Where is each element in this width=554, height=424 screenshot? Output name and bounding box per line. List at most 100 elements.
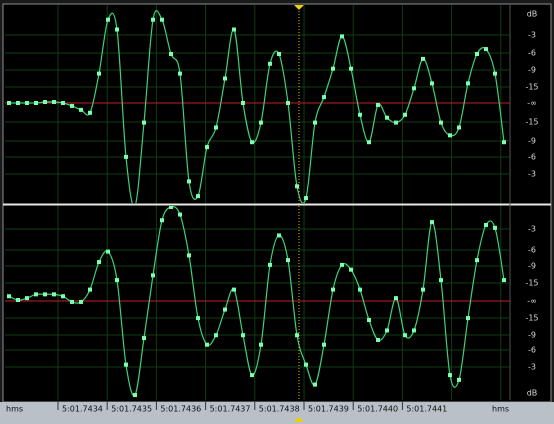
channel-0 bbox=[7, 10, 506, 203]
sample-point bbox=[412, 328, 416, 333]
sample-point bbox=[61, 294, 65, 299]
db-scale-label: -∞ bbox=[527, 99, 537, 108]
sample-point bbox=[205, 145, 209, 150]
sample-point bbox=[214, 125, 218, 130]
sample-point bbox=[358, 112, 362, 117]
sample-point bbox=[232, 27, 236, 32]
sample-point bbox=[421, 287, 425, 292]
sample-point bbox=[88, 287, 92, 292]
sample-point bbox=[124, 362, 128, 367]
sample-point bbox=[376, 337, 380, 342]
sample-point bbox=[169, 206, 173, 209]
sample-point bbox=[79, 107, 83, 112]
sample-point bbox=[7, 101, 11, 105]
sample-point bbox=[439, 120, 443, 125]
sample-point bbox=[286, 101, 290, 105]
sample-point bbox=[313, 382, 317, 387]
sample-point bbox=[403, 112, 407, 117]
panel bbox=[2, 3, 552, 403]
sample-point bbox=[457, 377, 461, 382]
sample-point bbox=[286, 258, 290, 263]
sample-point bbox=[277, 52, 281, 56]
sample-point bbox=[385, 115, 389, 120]
ruler-label: 5:01.7434 bbox=[62, 405, 103, 414]
sample-point bbox=[124, 154, 128, 159]
db-scale-label: -3 bbox=[528, 363, 536, 372]
db-scale-label: -15 bbox=[525, 118, 538, 127]
db-scale-label: -6 bbox=[528, 49, 536, 58]
sample-point bbox=[295, 184, 299, 189]
sample-point bbox=[196, 316, 200, 321]
sample-point bbox=[106, 249, 110, 254]
db-scale-label: -9 bbox=[528, 137, 536, 146]
sample-point bbox=[52, 100, 56, 105]
sample-point bbox=[34, 292, 38, 297]
db-scale-label: -3 bbox=[528, 225, 536, 234]
sample-point bbox=[70, 299, 74, 304]
db-scale-label: -3 bbox=[528, 31, 536, 40]
sample-point bbox=[367, 318, 371, 322]
sample-point bbox=[16, 101, 20, 105]
sample-point bbox=[430, 220, 434, 225]
ruler-label: hms bbox=[492, 405, 509, 414]
db-scale-label: -15 bbox=[525, 314, 538, 323]
sample-point bbox=[322, 342, 326, 347]
sample-point bbox=[475, 258, 479, 263]
db-scale-label: -6 bbox=[528, 346, 536, 355]
sample-point bbox=[367, 140, 371, 145]
sample-point bbox=[250, 140, 254, 145]
sample-point bbox=[412, 86, 416, 91]
sample-point bbox=[79, 299, 83, 304]
sample-point bbox=[502, 278, 506, 283]
sample-point bbox=[394, 120, 398, 125]
sample-point bbox=[448, 373, 452, 378]
sample-point bbox=[88, 110, 92, 115]
db-scale-label: -15 bbox=[525, 83, 538, 92]
sample-point bbox=[349, 267, 353, 272]
sample-point bbox=[7, 294, 11, 299]
db-scale-label: -3 bbox=[528, 170, 536, 179]
sample-point bbox=[205, 342, 209, 347]
sample-point bbox=[466, 316, 470, 321]
sample-point bbox=[475, 52, 479, 56]
sample-point bbox=[232, 287, 236, 292]
sample-point bbox=[214, 333, 218, 338]
sample-point bbox=[43, 292, 47, 297]
ruler-label: 5:01.7440 bbox=[357, 405, 398, 414]
ruler-label: 5:01.7438 bbox=[259, 405, 300, 414]
sample-point bbox=[196, 194, 200, 199]
db-scale-label: -6 bbox=[528, 246, 536, 255]
sample-point bbox=[178, 212, 182, 217]
sample-point bbox=[160, 218, 164, 223]
sample-point bbox=[97, 71, 101, 76]
sample-point bbox=[187, 253, 191, 258]
sample-point bbox=[493, 225, 497, 230]
sample-point bbox=[16, 298, 20, 303]
sample-point bbox=[331, 66, 335, 71]
ruler-label: hms bbox=[6, 405, 23, 414]
db-scale-label: dB bbox=[527, 10, 538, 19]
sample-point bbox=[484, 223, 488, 227]
cursor-marker-bottom bbox=[294, 417, 304, 422]
sample-point bbox=[169, 52, 173, 56]
sample-point bbox=[97, 260, 101, 265]
sample-point bbox=[484, 47, 488, 52]
ruler-label: 5:01.7435 bbox=[111, 405, 152, 414]
sample-point bbox=[25, 296, 29, 301]
sample-point bbox=[502, 140, 506, 145]
sample-point bbox=[250, 373, 254, 378]
cursor-marker-top bbox=[294, 5, 304, 10]
sample-point bbox=[349, 66, 353, 71]
sample-point bbox=[115, 27, 119, 32]
sample-point bbox=[160, 17, 164, 22]
ruler-label: 5:01.7437 bbox=[210, 405, 251, 414]
sample-point bbox=[151, 273, 155, 278]
db-scale-label: -6 bbox=[528, 153, 536, 162]
sample-point bbox=[115, 278, 119, 283]
sample-point bbox=[448, 133, 452, 138]
sample-point bbox=[277, 233, 281, 238]
sample-point bbox=[259, 342, 263, 347]
sample-point bbox=[430, 81, 434, 86]
ruler-label: 5:01.7439 bbox=[308, 405, 349, 414]
